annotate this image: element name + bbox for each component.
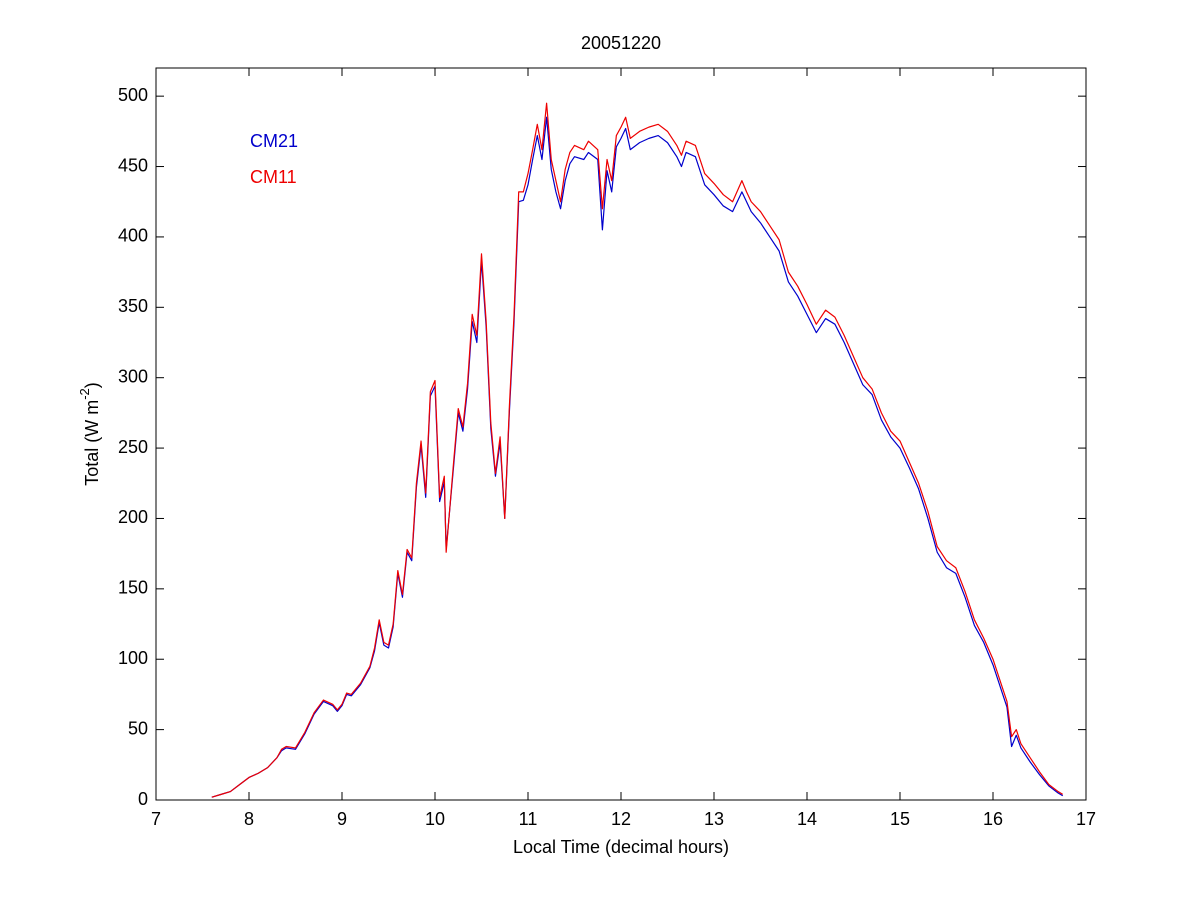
legend-entry: CM21 <box>250 131 298 151</box>
x-tick-label: 7 <box>151 809 161 829</box>
x-tick-label: 12 <box>611 809 631 829</box>
x-tick-label: 17 <box>1076 809 1096 829</box>
x-tick-label: 16 <box>983 809 1003 829</box>
y-label-main: Total (W m <box>82 400 102 486</box>
y-tick-label: 500 <box>118 85 148 105</box>
x-tick-label: 8 <box>244 809 254 829</box>
y-axis-label: Total (W m-2) <box>77 382 101 486</box>
x-tick-label: 13 <box>704 809 724 829</box>
y-tick-label: 450 <box>118 155 148 175</box>
chart-title: 20051220 <box>581 33 661 53</box>
y-tick-label: 100 <box>118 648 148 668</box>
y-tick-label: 200 <box>118 507 148 527</box>
x-axis-label: Local Time (decimal hours) <box>513 837 729 857</box>
y-tick-label: 300 <box>118 366 148 386</box>
y-tick-label: 400 <box>118 226 148 246</box>
series-line <box>211 116 1064 798</box>
y-label-sup: -2 <box>77 388 92 400</box>
x-tick-label: 15 <box>890 809 910 829</box>
y-tick-label: 50 <box>128 718 148 738</box>
x-tick-label: 14 <box>797 809 817 829</box>
legend-entry: CM11 <box>250 167 297 187</box>
y-label-end: ) <box>82 382 102 388</box>
x-tick-label: 11 <box>519 809 538 829</box>
y-tick-label: 0 <box>138 789 148 809</box>
x-tick-label: 9 <box>337 809 347 829</box>
x-tick-label: 10 <box>425 809 445 829</box>
y-tick-label: 150 <box>118 578 148 598</box>
y-tick-label: 350 <box>118 296 148 316</box>
y-tick-label: 250 <box>118 437 148 457</box>
series-line <box>211 102 1064 798</box>
